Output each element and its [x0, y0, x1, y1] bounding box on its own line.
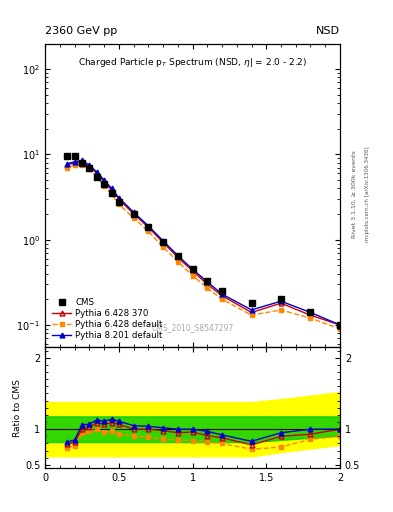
Y-axis label: Ratio to CMS: Ratio to CMS — [13, 379, 22, 437]
Text: Charged Particle p$_T$ Spectrum (NSD, $\eta$| = 2.0 - 2.2): Charged Particle p$_T$ Spectrum (NSD, $\… — [78, 56, 307, 69]
Text: CMS_2010_S8547297: CMS_2010_S8547297 — [151, 323, 234, 332]
Text: Rivet 3.1.10, ≥ 300k events: Rivet 3.1.10, ≥ 300k events — [352, 151, 357, 239]
Text: NSD: NSD — [316, 26, 340, 36]
Text: 2360 GeV pp: 2360 GeV pp — [45, 26, 118, 36]
Text: mcplots.cern.ch [arXiv:1306.3436]: mcplots.cern.ch [arXiv:1306.3436] — [365, 147, 371, 242]
Legend: CMS, Pythia 6.428 370, Pythia 6.428 default, Pythia 8.201 default: CMS, Pythia 6.428 370, Pythia 6.428 defa… — [50, 295, 165, 343]
